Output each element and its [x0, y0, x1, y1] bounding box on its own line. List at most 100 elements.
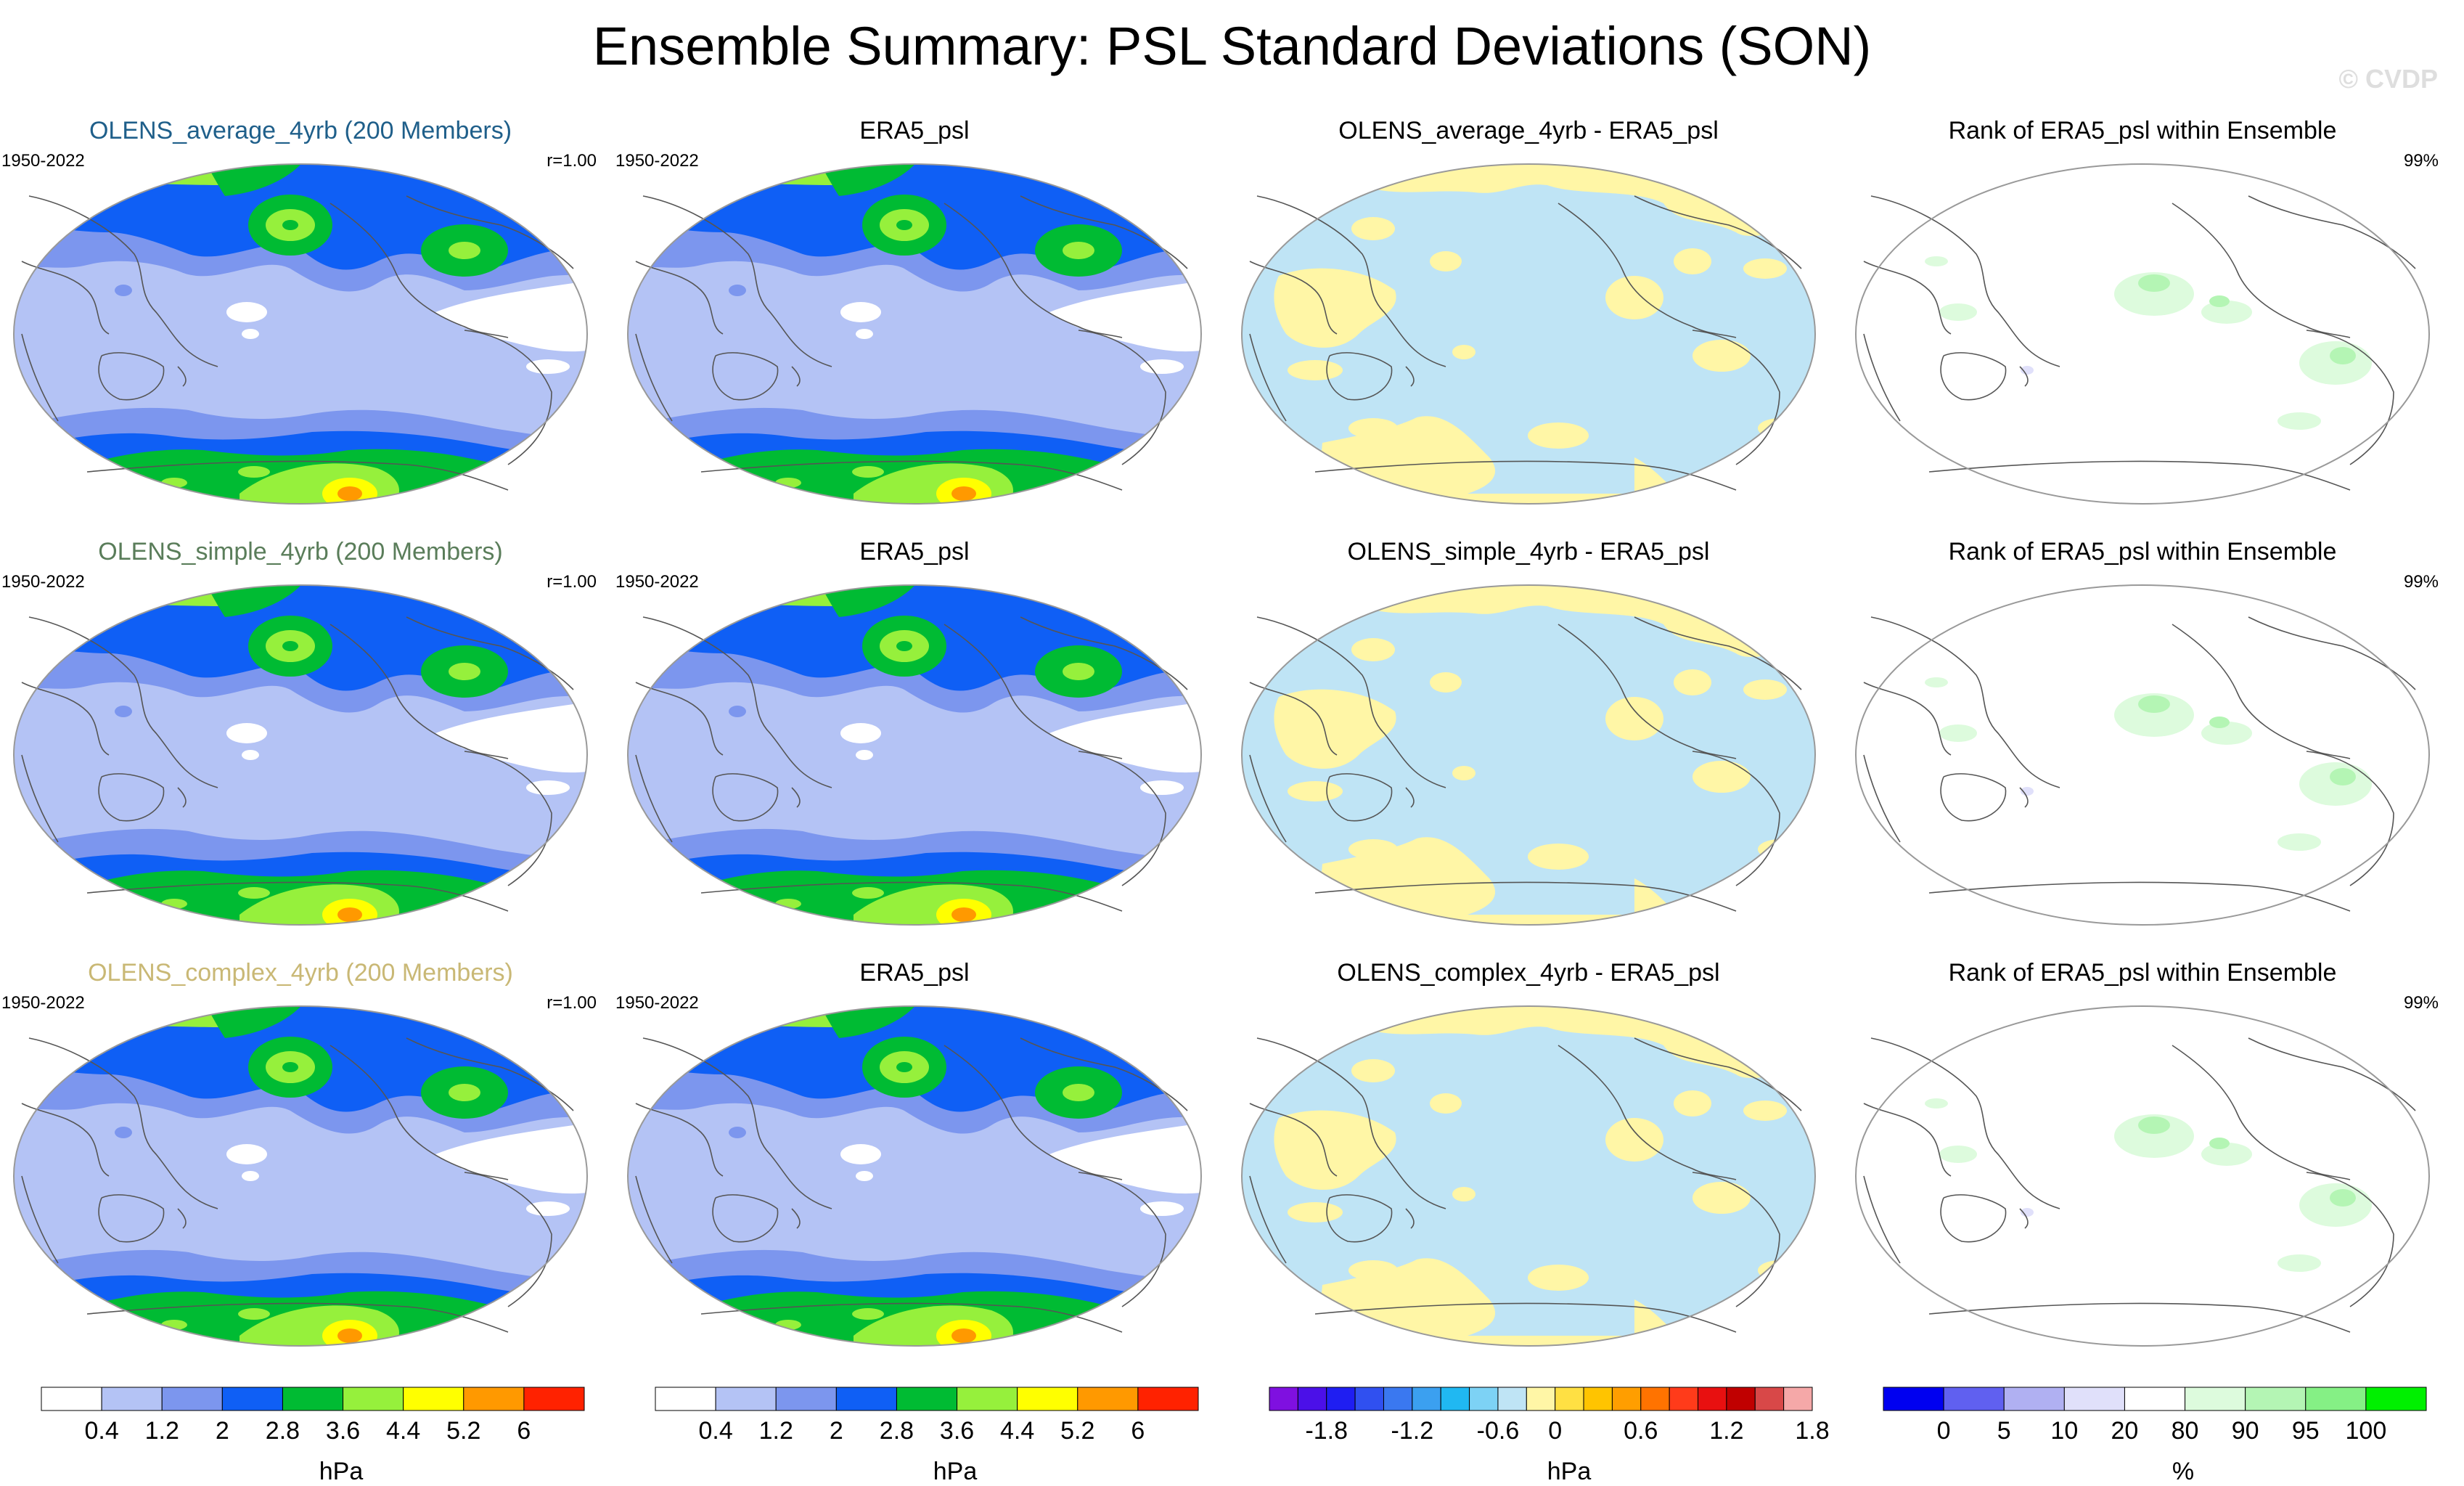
rank-percent-label: 99%: [2403, 993, 2439, 1013]
colorbar-tick-label: 5.2: [1060, 1417, 1095, 1445]
diff-map-1: [1241, 163, 1816, 505]
diff-map-panel-row2: OLENS_simple_4yrb - ERA5_psl: [1228, 537, 1829, 944]
colorbar-swatch: [2185, 1387, 2246, 1411]
rank-title: Rank of ERA5_psl within Ensemble: [1948, 538, 2337, 566]
colorbar-swatch: [1754, 1387, 1785, 1411]
model-title: OLENS_average_4yrb (200 Members): [89, 117, 512, 144]
colorbar-swatch: [343, 1387, 404, 1411]
colorbar-swatch: [1137, 1387, 1199, 1411]
colorbar-tick-label: 95: [2291, 1417, 2320, 1445]
diff-map-2: [1241, 584, 1816, 926]
colorbar-tick-label: 2.8: [265, 1417, 300, 1445]
diff-title: OLENS_simple_4yrb - ERA5_psl: [1347, 538, 1710, 566]
colorbar-tick-label: 100: [2345, 1417, 2387, 1445]
colorbar-tick-label: 1.8: [1795, 1417, 1830, 1445]
colorbar-swatches: [1269, 1387, 1813, 1411]
colorbar-swatch: [101, 1387, 163, 1411]
colorbar-units: %: [2172, 1458, 2195, 1485]
period-label: 1950-2022: [615, 993, 699, 1013]
rank-map-panel-row2: Rank of ERA5_psl within Ensemble 99%: [1842, 537, 2443, 944]
rank-map-panel-row1: Rank of ERA5_psl within Ensemble 99%: [1842, 116, 2443, 523]
colorbar-swatch: [282, 1387, 344, 1411]
diff-title: OLENS_complex_4yrb - ERA5_psl: [1337, 959, 1720, 987]
colorbar-swatches: [1883, 1387, 2427, 1411]
colorbar-swatch: [1698, 1387, 1727, 1411]
colorbar-swatch: [1640, 1387, 1670, 1411]
colorbar-swatch: [2365, 1387, 2427, 1411]
obs-map-2: [627, 584, 1202, 926]
colorbar-swatch: [2063, 1387, 2125, 1411]
rank-title: Rank of ERA5_psl within Ensemble: [1948, 117, 2337, 144]
correlation-label: r=1.00: [547, 572, 597, 592]
model-map-panel-row2: OLENS_simple_4yrb (200 Members) 1950-2022…: [0, 537, 601, 944]
colorbar-tick-label: 6: [517, 1417, 531, 1445]
rank-title: Rank of ERA5_psl within Ensemble: [1948, 959, 2337, 987]
diff-title: OLENS_average_4yrb - ERA5_psl: [1338, 117, 1719, 144]
colorbar-tick-label: 90: [2231, 1417, 2259, 1445]
colorbar-swatch: [2245, 1387, 2307, 1411]
colorbar-tick-label: 4.4: [386, 1417, 421, 1445]
colorbar-tick-label: 10: [2050, 1417, 2079, 1445]
colorbar-swatch: [835, 1387, 897, 1411]
colorbar-tick-label: 2: [215, 1417, 229, 1445]
colorbar-swatch: [41, 1387, 102, 1411]
colorbar-tick-label: 1.2: [758, 1417, 793, 1445]
colorbar-tick-label: 2.8: [879, 1417, 914, 1445]
colorbar-swatch: [957, 1387, 1018, 1411]
colorbar-swatch: [1383, 1387, 1413, 1411]
colorbar-swatch: [896, 1387, 958, 1411]
colorbar-swatch: [1726, 1387, 1756, 1411]
diff-map-3: [1241, 1005, 1816, 1347]
colorbar-swatch: [2124, 1387, 2186, 1411]
colorbar-swatch: [523, 1387, 585, 1411]
colorbar-tick-label: -1.2: [1391, 1417, 1434, 1445]
colorbar-units: hPa: [1547, 1458, 1592, 1485]
period-label: 1950-2022: [1, 993, 85, 1013]
colorbar-swatch: [1943, 1387, 2005, 1411]
colorbar-tick-label: 2: [829, 1417, 843, 1445]
colorbar-tick-label: 5: [1997, 1417, 2011, 1445]
colorbar-tick-label: -1.8: [1305, 1417, 1348, 1445]
colorbar-tick-label: 3.6: [325, 1417, 361, 1445]
colorbar-swatch: [1440, 1387, 1470, 1411]
colorbar-tick-label: 4.4: [1000, 1417, 1035, 1445]
correlation-label: r=1.00: [547, 151, 597, 171]
rank-map-panel-row3: Rank of ERA5_psl within Ensemble 99%: [1842, 958, 2443, 1365]
colorbar-swatch: [1412, 1387, 1441, 1411]
colorbar-tick-label: -0.6: [1476, 1417, 1520, 1445]
colorbar-units: hPa: [933, 1458, 978, 1485]
colorbar-tick-label: 1.2: [144, 1417, 179, 1445]
colorbar-swatch: [1297, 1387, 1327, 1411]
colorbar-swatch: [655, 1387, 716, 1411]
colorbar-tick-label: 6: [1131, 1417, 1145, 1445]
colorbar-swatch: [1669, 1387, 1699, 1411]
period-label: 1950-2022: [1, 151, 85, 171]
obs-title: ERA5_psl: [859, 959, 970, 987]
colorbar-swatch: [2305, 1387, 2367, 1411]
colorbar-swatch: [463, 1387, 525, 1411]
colorbar-tick-label: 5.2: [446, 1417, 481, 1445]
colorbar-2: 0.4 1.2 2 2.8 3.6 4.4 5.2 6 hPa: [655, 1387, 1256, 1485]
colorbar-tick-label: 0.4: [84, 1417, 119, 1445]
model-map-1: [13, 163, 588, 505]
diff-map-panel-row1: OLENS_average_4yrb - ERA5_psl: [1228, 116, 1829, 523]
colorbar-swatch: [1783, 1387, 1813, 1411]
colorbar-swatch: [1354, 1387, 1384, 1411]
rank-map-3: [1855, 1005, 2430, 1347]
colorbar-swatches: [41, 1387, 585, 1411]
colorbar-3: -1.8 -1.2 -0.6 0 0.6 1.2 1.8 hPa: [1269, 1387, 1870, 1485]
colorbar-swatch: [1497, 1387, 1527, 1411]
colorbar-swatch: [2003, 1387, 2065, 1411]
obs-map-1: [627, 163, 1202, 505]
colorbar-tick-label: 3.6: [939, 1417, 975, 1445]
model-map-panel-row1: OLENS_average_4yrb (200 Members) 1950-202…: [0, 116, 601, 523]
obs-map-3: [627, 1005, 1202, 1347]
colorbar-swatch: [1883, 1387, 1944, 1411]
obs-title: ERA5_psl: [859, 117, 970, 144]
colorbar-4: 0 5 10 20 80 90 95 100%: [1883, 1387, 2464, 1485]
rank-percent-label: 99%: [2403, 572, 2439, 592]
colorbar-tick-label: 80: [2171, 1417, 2199, 1445]
colorbar-tick-label: 1.2: [1709, 1417, 1744, 1445]
colorbar-swatch: [775, 1387, 837, 1411]
colorbar-swatches: [655, 1387, 1199, 1411]
